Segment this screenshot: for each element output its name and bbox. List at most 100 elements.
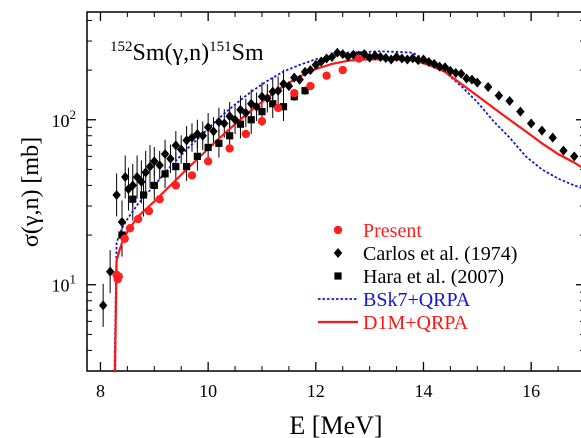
data-point-hara-et-al-2007	[301, 87, 309, 95]
data-point-hara-et-al-2007	[161, 170, 169, 178]
data-point-carlos-et-al-1974	[570, 151, 579, 162]
data-point-carlos-et-al-1974	[166, 153, 175, 164]
x-axis: 8 10 12 14 16	[96, 12, 559, 401]
y-axis-label: σ(γ,n) [mb]	[18, 137, 44, 247]
data-point-carlos-et-al-1974	[483, 81, 493, 92]
data-point-present	[203, 157, 213, 166]
legend-item: Present	[333, 220, 422, 242]
data-point-carlos-et-al-1974	[435, 61, 444, 72]
y-tick-label: 102	[52, 107, 77, 131]
data-point-present	[273, 103, 283, 113]
reaction-pre-text: Sm(γ,n)	[132, 40, 210, 66]
data-point-carlos-et-al-1974	[132, 171, 142, 182]
data-point-present	[133, 214, 143, 224]
y-tick-label: 101	[52, 272, 77, 296]
data-point-carlos-et-al-1974	[548, 132, 557, 143]
reaction-post-text: Sm	[231, 40, 264, 66]
data-point-carlos-et-al-1974	[462, 73, 471, 84]
data-point-present	[290, 88, 299, 98]
legend-item: BSk7+QRPA	[318, 289, 471, 311]
data-point-carlos-et-al-1974	[117, 217, 127, 228]
data-point-hara-et-al-2007	[118, 231, 126, 239]
data-point-present	[187, 171, 197, 180]
data-point-hara-et-al-2007	[236, 120, 245, 128]
data-point-present	[306, 81, 315, 91]
data-point-hara-et-al-2007	[258, 108, 266, 116]
data-point-carlos-et-al-1974	[171, 140, 181, 151]
data-point-present	[338, 65, 347, 75]
data-point-hara-et-al-2007	[150, 181, 158, 190]
data-point-present	[257, 117, 267, 126]
legend-item: Hara et al. (2007)	[334, 266, 504, 288]
data-point-carlos-et-al-1974	[473, 77, 482, 88]
data-point-present	[171, 181, 181, 190]
data-point-present	[144, 206, 154, 216]
data-point-carlos-et-al-1974	[456, 68, 466, 79]
data-point-carlos-et-al-1974	[526, 118, 536, 129]
data-point-carlos-et-al-1974	[198, 130, 207, 141]
data-point-carlos-et-al-1974	[177, 144, 186, 155]
data-point-present	[120, 234, 129, 243]
data-point-carlos-et-al-1974	[537, 125, 547, 136]
data-point-carlos-et-al-1974	[268, 86, 277, 97]
data-point-hara-et-al-2007	[193, 152, 201, 160]
legend-item: D1M+QRPA	[318, 312, 469, 334]
data-point-hara-et-al-2007	[129, 195, 137, 203]
data-point-carlos-et-al-1974	[121, 171, 130, 182]
data-point-carlos-et-al-1974	[203, 122, 213, 133]
x-tick-label: 10	[199, 381, 217, 401]
legend-label: Hara et al. (2007)	[363, 266, 504, 288]
data-point-carlos-et-al-1974	[209, 126, 218, 137]
data-point-carlos-et-al-1974	[403, 54, 412, 65]
x-tick-label: 8	[96, 381, 105, 401]
data-point-present	[155, 194, 164, 204]
legend-marker	[333, 225, 343, 235]
legend-marker	[333, 248, 343, 258]
data-point-hara-et-al-2007	[279, 103, 288, 111]
series-line-d1m-qrpa	[113, 58, 581, 371]
data-point-carlos-et-al-1974	[128, 180, 137, 191]
legend-label: BSk7+QRPA	[363, 289, 471, 311]
data-point-carlos-et-al-1974	[112, 189, 121, 200]
data-point-carlos-et-al-1974	[105, 266, 115, 277]
data-point-carlos-et-al-1974	[419, 54, 428, 65]
data-point-carlos-et-al-1974	[241, 107, 251, 118]
data-point-carlos-et-al-1974	[516, 106, 525, 117]
data-point-carlos-et-al-1974	[236, 104, 245, 115]
data-point-carlos-et-al-1974	[505, 95, 514, 106]
data-point-carlos-et-al-1974	[98, 300, 108, 311]
data-point-present	[225, 144, 234, 153]
data-point-carlos-et-al-1974	[220, 118, 229, 129]
data-point-hara-et-al-2007	[172, 163, 180, 171]
x-axis-label: E [MeV]	[289, 411, 382, 438]
data-point-carlos-et-al-1974	[295, 74, 304, 85]
data-points	[98, 47, 581, 311]
data-point-carlos-et-al-1974	[145, 161, 155, 172]
data-point-hara-et-al-2007	[269, 100, 277, 108]
data-point-carlos-et-al-1974	[284, 81, 294, 92]
reaction-pre-mass: 152	[110, 39, 133, 55]
reaction-post-mass: 151	[209, 39, 232, 55]
data-point-carlos-et-al-1974	[413, 55, 423, 66]
data-point-carlos-et-al-1974	[273, 85, 283, 96]
legend-label: Carlos et al. (1974)	[363, 243, 517, 265]
legend-label: D1M+QRPA	[363, 312, 469, 334]
x-tick-label: 14	[414, 381, 432, 401]
data-point-carlos-et-al-1974	[150, 156, 159, 167]
legend-item: Carlos et al. (1974)	[333, 243, 517, 265]
data-point-carlos-et-al-1974	[137, 176, 146, 187]
data-point-present	[354, 54, 364, 63]
data-point-hara-et-al-2007	[215, 139, 223, 147]
data-point-hara-et-al-2007	[183, 163, 191, 171]
data-point-present	[241, 129, 251, 139]
data-point-carlos-et-al-1974	[451, 68, 460, 79]
data-point-carlos-et-al-1974	[494, 90, 504, 101]
legend-marker	[334, 272, 342, 280]
data-point-carlos-et-al-1974	[141, 167, 150, 178]
data-point-hara-et-al-2007	[139, 191, 148, 199]
x-tick-label: 16	[522, 381, 540, 401]
data-point-present	[114, 272, 123, 281]
data-point-hara-et-al-2007	[204, 143, 212, 151]
